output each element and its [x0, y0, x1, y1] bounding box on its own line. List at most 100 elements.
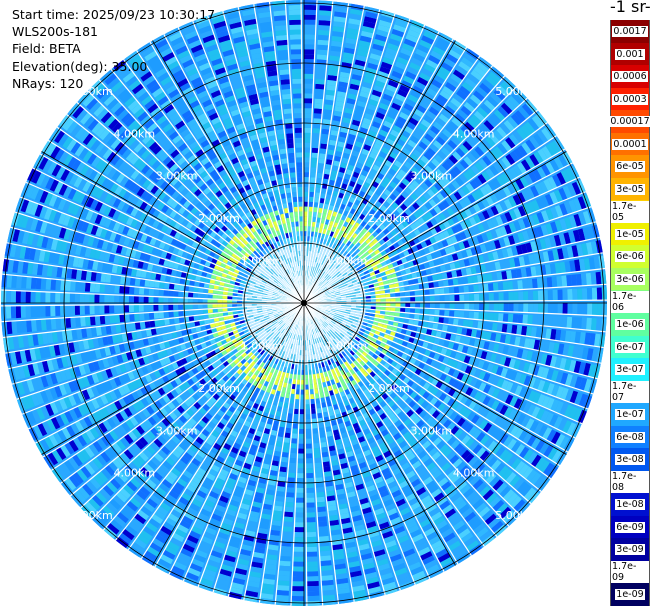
ray-gate — [418, 123, 429, 133]
ray-gate — [325, 256, 330, 262]
ray-gate — [321, 579, 334, 586]
ray-gate — [513, 303, 519, 313]
ray-gate — [552, 289, 558, 301]
ray-gate — [360, 30, 374, 39]
ray-gate — [306, 531, 317, 538]
ray-gate — [311, 428, 318, 434]
ray-gate — [402, 147, 412, 157]
ray-gate — [399, 111, 410, 121]
ray-gate — [478, 293, 485, 302]
ray-gate — [473, 311, 479, 320]
ray-gate — [354, 59, 367, 67]
ray-gate — [323, 255, 328, 261]
ray-gate — [379, 129, 389, 138]
ray-gate — [304, 68, 315, 74]
ray-gate — [316, 496, 325, 503]
ray-gate — [304, 83, 314, 89]
ray-gate — [304, 63, 315, 69]
ray-gate — [312, 142, 320, 149]
ray-gate — [329, 134, 338, 141]
ray-gate — [498, 292, 504, 302]
ray-gate — [386, 155, 396, 164]
ray-gate — [298, 428, 304, 434]
ray-gate — [294, 517, 304, 523]
ray-gate — [304, 88, 314, 94]
ray-gate — [283, 511, 293, 518]
ray-gate — [304, 216, 308, 222]
ray-gate — [338, 230, 345, 237]
ray-gate — [305, 487, 314, 493]
ray-gate — [294, 522, 304, 528]
ray-gate — [306, 561, 318, 567]
ray-gate — [488, 312, 494, 322]
ray-gate — [508, 292, 514, 302]
ray-gate — [395, 93, 407, 103]
ray-gate — [532, 315, 538, 326]
ray-gate — [454, 303, 460, 310]
ray-gate — [291, 591, 304, 597]
ray-gate — [310, 167, 317, 173]
ray-gate — [306, 536, 317, 543]
ray-gate — [363, 76, 375, 85]
ray-gate — [344, 227, 351, 234]
ray-gate — [320, 570, 333, 576]
ray-gate — [304, 49, 315, 55]
ray-gate — [328, 144, 336, 151]
ray-gate — [304, 78, 314, 84]
ray-gate — [371, 147, 380, 155]
ray-gate — [319, 153, 327, 159]
ray-gate — [331, 40, 343, 48]
ray-gate — [333, 232, 339, 239]
ray-gate — [394, 160, 403, 169]
ray-gate — [389, 151, 398, 160]
ray-gate — [304, 147, 311, 153]
ray-gate — [372, 121, 382, 129]
ray-gate — [322, 266, 327, 272]
ray-gate — [319, 258, 323, 265]
ray-gate — [459, 294, 465, 302]
ray-gate — [304, 9, 317, 15]
ray-gate — [349, 159, 357, 167]
ray-gate — [412, 131, 423, 141]
ray-gate — [360, 86, 372, 94]
ray-gate — [391, 102, 402, 111]
ray-gate — [351, 226, 358, 233]
ray-gate — [318, 25, 331, 31]
ray-gate — [278, 560, 291, 567]
ray-gate — [305, 443, 312, 449]
ray-gate — [379, 102, 390, 111]
ray-gate — [448, 287, 455, 294]
ray-gate — [396, 138, 406, 147]
ray-gate — [321, 259, 326, 265]
ray-gate — [334, 105, 344, 113]
ray-gate — [342, 117, 352, 124]
ray-gate — [326, 79, 337, 86]
ray-gate — [304, 211, 308, 217]
ray-gate — [321, 254, 325, 260]
ray-gate — [503, 292, 509, 302]
ray-gate — [413, 108, 425, 118]
ray-gate — [316, 501, 326, 508]
ray-gate — [319, 148, 327, 155]
ray-gate — [409, 62, 422, 72]
ray-gate — [337, 223, 343, 230]
ray-gate — [384, 159, 393, 168]
ray-gate — [388, 38, 402, 47]
ray-gate — [315, 88, 325, 95]
ray-gate — [374, 160, 383, 168]
ray-gate — [336, 146, 345, 153]
ray-gate — [580, 273, 587, 286]
ray-gate — [375, 111, 386, 120]
ray-gate — [313, 462, 322, 468]
ray-gate — [376, 155, 386, 164]
ray-gate — [304, 98, 313, 104]
ray-gate — [424, 289, 430, 296]
ray-gate — [331, 35, 344, 43]
ray-gate — [325, 250, 330, 257]
ray-gate — [507, 281, 514, 291]
ray-gate — [503, 303, 509, 312]
ray-gate — [306, 585, 320, 592]
ray-gate — [403, 103, 415, 112]
ray-gate — [372, 43, 385, 52]
ray-gate — [434, 98, 446, 109]
